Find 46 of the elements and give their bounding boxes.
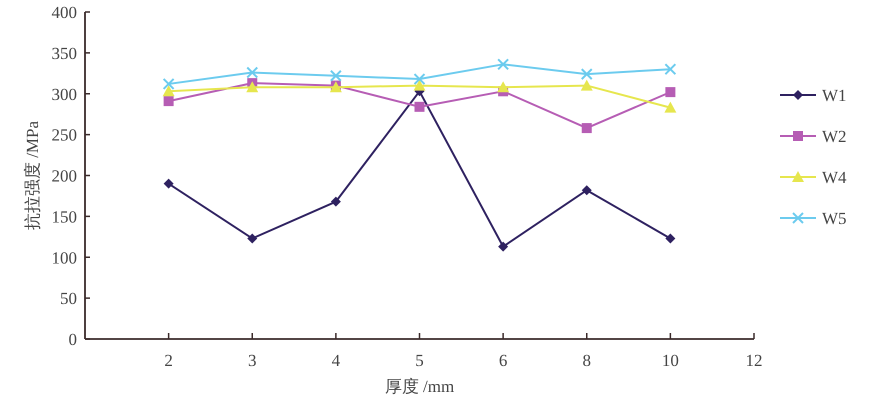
point — [330, 70, 342, 82]
x-tick-label: 10 — [662, 351, 679, 370]
point — [162, 85, 175, 96]
point — [414, 73, 426, 86]
y-tick-label: 100 — [52, 248, 77, 268]
legend-label: W2 — [822, 127, 847, 146]
point — [497, 58, 510, 70]
y-axis-title: 抗拉强度 /MPa — [23, 120, 42, 230]
x-tick-label: 3 — [248, 351, 256, 370]
point — [580, 68, 593, 80]
x-tick-label: 5 — [415, 351, 424, 370]
point — [414, 80, 426, 91]
point — [330, 196, 341, 207]
point — [664, 102, 676, 113]
legend-label: W1 — [822, 86, 847, 105]
point — [162, 78, 175, 90]
legend-label: W5 — [822, 209, 847, 228]
y-tick-label: 300 — [52, 84, 77, 104]
point — [665, 233, 676, 244]
y-tick-label: 150 — [52, 207, 77, 226]
y-tick-label: 250 — [52, 126, 77, 145]
y-tick-label: 200 — [52, 166, 77, 186]
point — [164, 96, 174, 106]
point — [580, 80, 593, 91]
x-tick-label: 8 — [582, 351, 591, 370]
legend-label: W4 — [822, 168, 848, 187]
x-tick-label: 4 — [332, 351, 341, 370]
point — [582, 185, 592, 196]
y-tick-label: 400 — [52, 3, 77, 22]
y-tick-label: 0 — [68, 330, 77, 349]
point — [582, 123, 592, 134]
point — [247, 233, 258, 244]
x-axis-title: 厚度 /mm — [384, 377, 454, 396]
x-tick-label: 6 — [498, 351, 508, 370]
point — [498, 242, 508, 252]
y-tick-label: 50 — [60, 289, 77, 308]
point — [414, 102, 424, 112]
point — [246, 81, 258, 92]
point — [164, 178, 174, 189]
x-tick-label: 12 — [746, 351, 762, 370]
point — [664, 63, 676, 76]
x-tick-label: 2 — [164, 351, 173, 370]
point — [497, 81, 510, 92]
point — [665, 87, 676, 98]
y-tick-label: 350 — [52, 44, 77, 63]
point — [246, 66, 258, 78]
